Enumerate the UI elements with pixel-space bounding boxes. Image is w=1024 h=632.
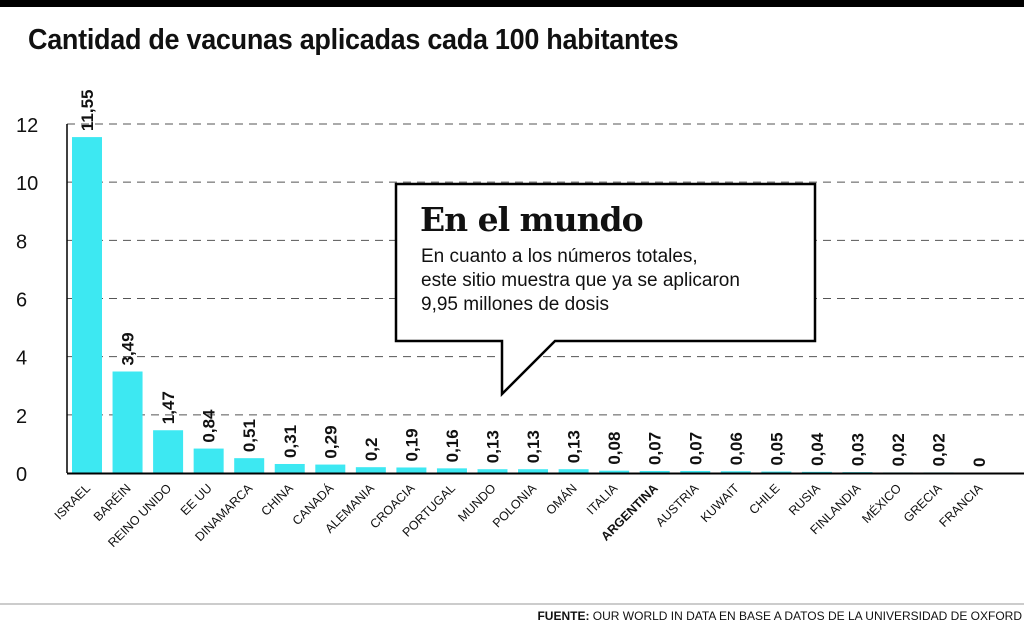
value-label: 0,13 [524,430,543,463]
value-label: 0,08 [605,432,624,465]
y-tick-label: 2 [16,406,27,428]
value-label: 0,04 [808,432,827,466]
category-label: KUWAIT [698,481,742,525]
bar [112,371,143,473]
value-label: 0,07 [646,432,665,465]
bar [315,464,346,473]
source-label: FUENTE: [537,609,590,623]
value-label: 0,02 [930,433,949,466]
value-label: 0,16 [443,429,462,462]
value-label: 0,06 [727,432,746,465]
chart-title: Cantidad de vacunas aplicadas cada 100 h… [28,24,679,56]
value-label: 0,05 [767,432,786,465]
value-label: 0,13 [565,430,584,463]
callout-body: En cuanto a los números totales, este si… [421,245,801,317]
callout-title: En el mundo [420,200,644,239]
bar [599,470,630,473]
category-label: OMÁN [543,481,580,518]
bar [558,469,589,473]
bar [72,137,102,473]
callout-box [394,182,817,398]
speech-bubble [394,182,817,398]
bar [639,470,670,473]
category-label: ISRAEL [52,481,93,522]
callout-line: este sitio muestra que ya se aplicaron [421,270,740,291]
y-tick-label: 10 [16,173,38,195]
category-label: MÉXICO [859,480,905,526]
bar [518,469,549,473]
y-tick-label: 12 [16,115,38,137]
bar [355,467,386,473]
value-label: 0,03 [848,433,867,466]
bar [396,467,427,473]
bar [801,471,832,473]
value-labels: 11,55 3,49 1,47 0,84 0,51 0,31 0,29 0,2 0,19 0,16… [78,89,989,467]
bar [153,430,184,473]
value-label: 0,02 [889,433,908,466]
bar [680,470,711,473]
value-label: 0,2 [362,438,381,462]
bar [477,469,508,473]
y-tick-label: 8 [16,231,27,253]
value-label: 11,55 [78,89,97,131]
value-label: 0,51 [240,419,259,452]
bar [193,448,224,473]
category-label: ITALIA [584,481,621,518]
category-label: CHINA [258,481,296,519]
y-tick-label: 6 [16,290,27,312]
bar [234,458,265,473]
bars [72,137,954,473]
category-label: RUSIA [786,481,823,518]
source-text: OUR WORLD IN DATA EN BASE A DATOS DE LA … [592,609,1022,623]
category-label: CHILE [747,481,783,517]
bar [274,463,305,473]
value-label: 1,47 [159,391,178,424]
callout-line: En cuanto a los números totales, [421,246,698,267]
value-label: 0,29 [321,425,340,458]
value-label: 0,84 [200,409,219,443]
bar [436,468,467,473]
bar [761,471,792,473]
callout-line: 9,95 millones de dosis [421,294,609,315]
category-label: FRANCIA [937,481,986,530]
y-tick-label: 4 [16,348,27,370]
value-label: 0,07 [686,432,705,465]
value-label: 0,19 [402,428,421,461]
category-label: AUSTRIA [653,481,702,530]
value-label: 0,31 [281,425,300,458]
top-rule [0,0,1024,7]
category-label: EE UU [178,481,215,518]
category-label: POLONIA [490,481,540,531]
value-label: 0,13 [484,430,503,463]
value-label: 3,49 [119,332,138,365]
y-tick-label: 0 [16,464,27,486]
value-label: 0 [970,458,989,467]
bar [720,471,751,473]
y-axis-ticks: 0 2 4 6 8 10 12 [16,115,38,486]
source-note: FUENTE: OUR WORLD IN DATA EN BASE A DATO… [537,609,1022,623]
